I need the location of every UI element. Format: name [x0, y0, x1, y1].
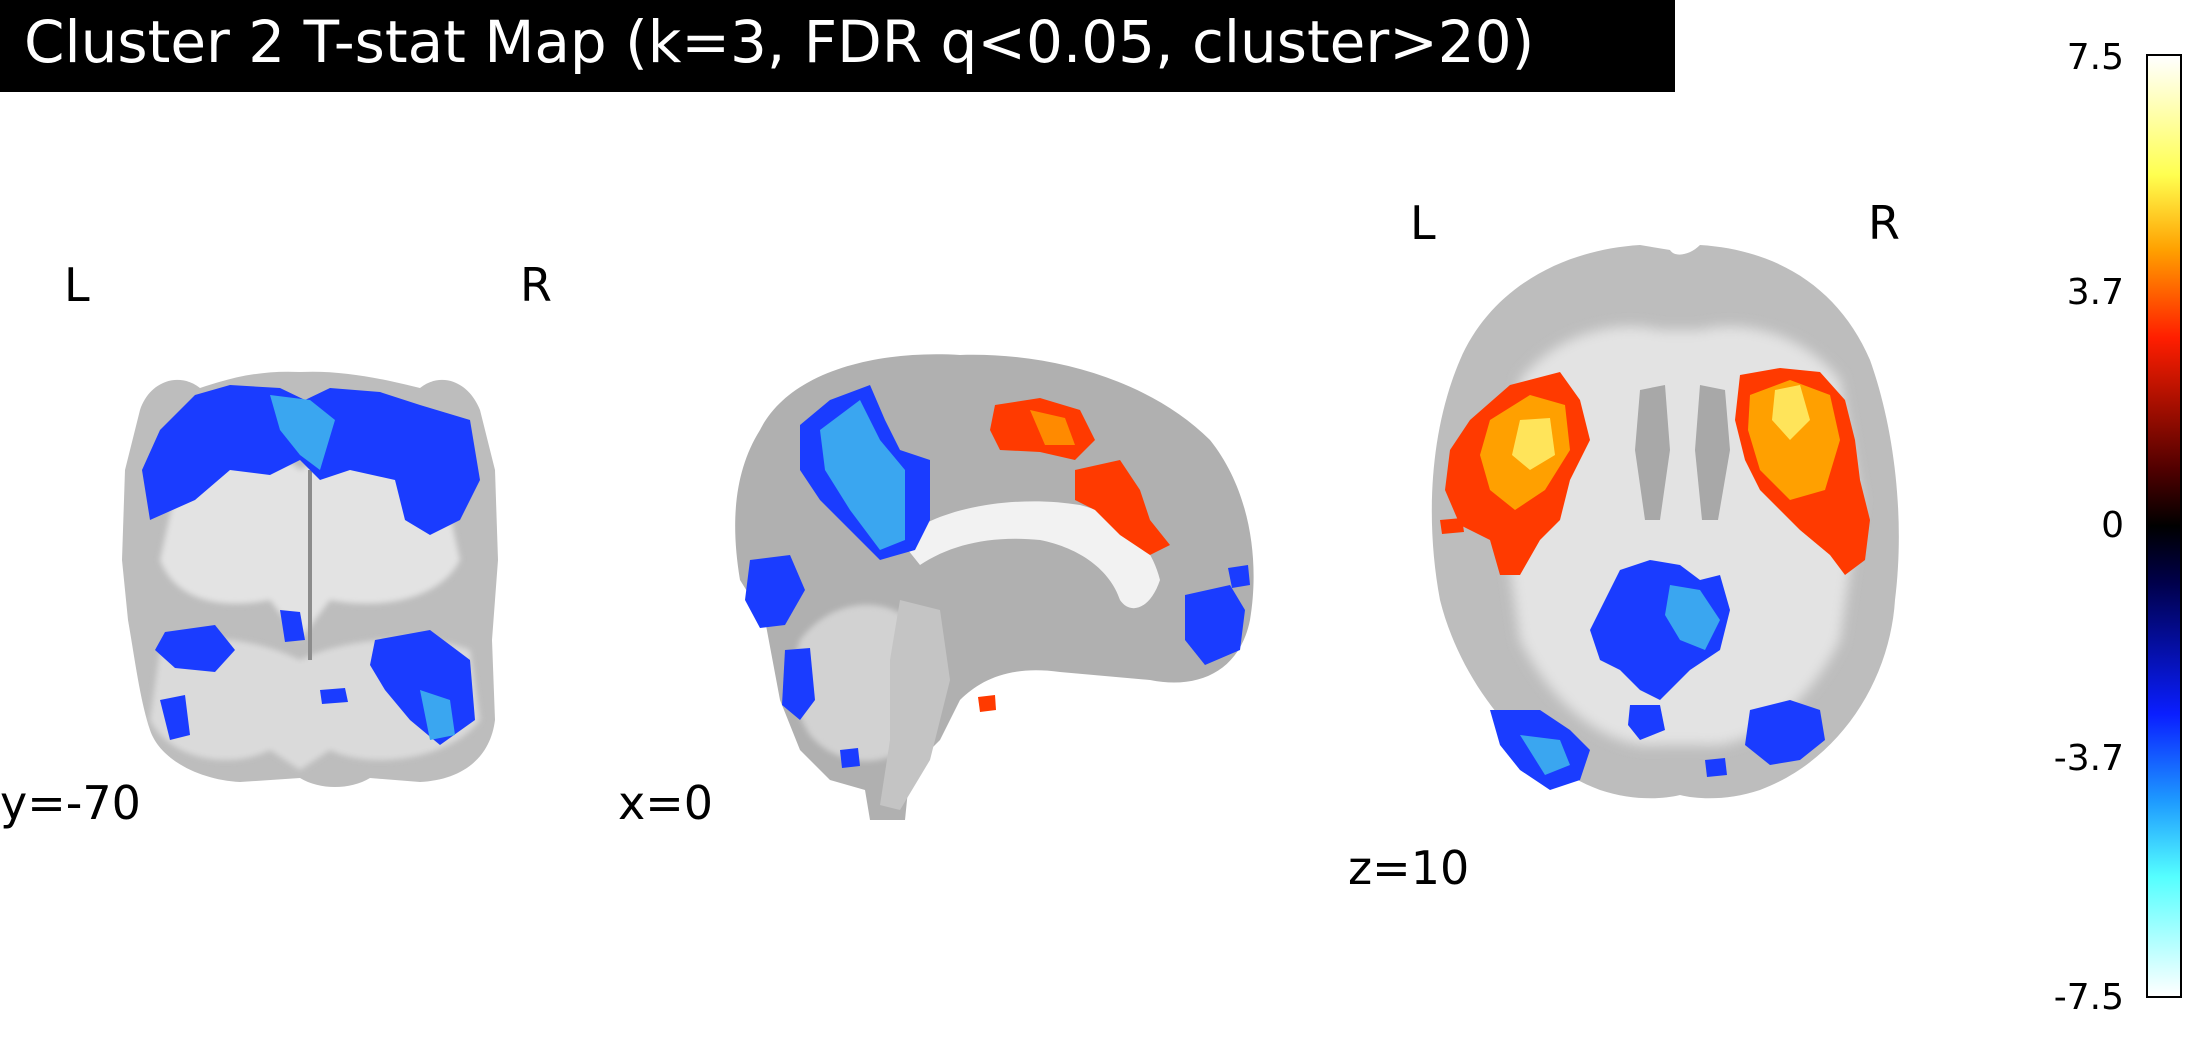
coronal-right-label: R — [520, 258, 552, 312]
axial-left-label: L — [1410, 196, 1436, 250]
axial-blob-left-insula-peak — [1512, 418, 1555, 470]
figure-title: Cluster 2 T-stat Map (k=3, FDR q<0.05, c… — [0, 0, 1675, 92]
coronal-blob-left-inferior — [155, 625, 235, 672]
coronal-left-label: L — [64, 258, 90, 312]
axial-blob-mid-occipital — [1628, 705, 1665, 740]
sagittal-slice — [735, 354, 1254, 820]
axial-blob-left-occipital-core — [1520, 735, 1570, 775]
axial-ventricles — [1635, 385, 1730, 520]
coronal-blob-mid — [280, 610, 305, 642]
coronal-blob-core — [270, 395, 335, 470]
sagittal-brainstem — [880, 600, 950, 810]
axial-blob-thalamus-core — [1665, 585, 1720, 650]
sagittal-blob-occipital — [745, 555, 805, 628]
coronal-blob-right-core — [420, 690, 455, 740]
sagittal-blob-cingulate — [1075, 460, 1170, 555]
sagittal-blob-frontal-upper-core — [1030, 410, 1075, 445]
axial-right-label: R — [1868, 196, 1900, 250]
sagittal-coordinate: x=0 — [618, 776, 714, 830]
sagittal-blob-frontal-inferior — [1185, 585, 1245, 665]
colorbar-tick-label: -7.5 — [2053, 977, 2124, 1018]
sagittal-blob-precuneus-core — [820, 400, 905, 550]
axial-blob-small-blue — [1705, 758, 1727, 777]
axial-blob-left-small-red — [1440, 518, 1464, 534]
coronal-slice — [122, 371, 498, 787]
colorbar-tick-label: 3.7 — [2066, 272, 2124, 314]
sagittal-blob-stem — [840, 748, 860, 768]
coronal-blob-left-lower — [160, 695, 190, 740]
axial-blob-right-insula-core — [1748, 380, 1840, 500]
sagittal-blob-cerebellar — [782, 648, 815, 720]
colorbar-tick-label: 0 — [2101, 505, 2124, 546]
colorbar-tick-label: 7.5 — [2066, 37, 2124, 78]
axial-slice — [1431, 245, 1899, 799]
axial-coordinate: z=10 — [1348, 841, 1470, 895]
axial-blob-right-insula-peak — [1772, 385, 1810, 440]
sagittal-corpus-callosum — [900, 501, 1160, 609]
axial-blob-right-occipital — [1745, 700, 1825, 765]
sagittal-blob-small-red — [978, 695, 996, 712]
coronal-blob-small — [320, 688, 348, 704]
sagittal-blob-frontal-tip — [1228, 565, 1250, 588]
colorbar-tick-label: -3.7 — [2053, 737, 2124, 779]
coronal-coordinate: y=-70 — [0, 776, 141, 830]
colorbar — [2146, 54, 2182, 998]
